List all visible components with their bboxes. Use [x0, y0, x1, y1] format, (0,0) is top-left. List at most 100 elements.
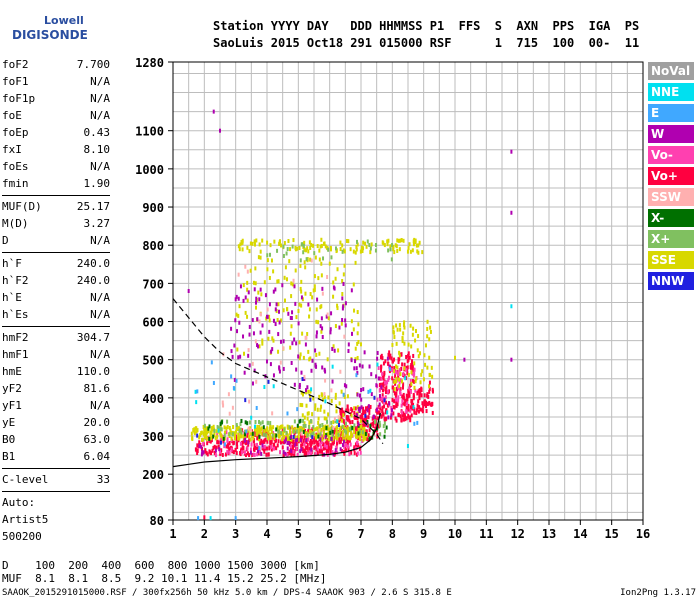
echo-point: [234, 447, 237, 452]
echo-point: [371, 421, 374, 426]
echo-point: [278, 320, 281, 325]
echo-point: [307, 411, 310, 416]
y-tick-label: 400: [142, 392, 164, 406]
echo-point: [303, 442, 306, 447]
echo-point: [330, 420, 333, 425]
isolated-echo-point: [234, 516, 237, 521]
echo-point: [237, 272, 240, 277]
echo-point: [394, 379, 397, 384]
echo-point: [320, 243, 323, 248]
echo-point: [278, 434, 281, 439]
echo-point: [343, 444, 346, 449]
echo-point: [309, 389, 312, 394]
y-tick-label: 600: [142, 316, 164, 330]
echo-point: [321, 286, 324, 291]
param-value: N/A: [90, 109, 110, 122]
echo-point: [318, 257, 321, 262]
echo-point: [426, 365, 429, 370]
echo-point: [403, 366, 406, 371]
echo-point: [227, 451, 230, 456]
echo-point: [200, 445, 203, 450]
echo-point: [190, 431, 193, 436]
echo-point: [378, 388, 381, 393]
echo-point: [346, 431, 349, 436]
echo-point: [379, 382, 382, 387]
echo-point: [215, 445, 218, 450]
echo-point: [419, 351, 422, 356]
echo-point: [243, 370, 246, 375]
echo-point: [269, 243, 272, 248]
echo-point: [310, 368, 313, 373]
echo-point: [391, 342, 394, 347]
echo-point: [409, 415, 412, 420]
echo-point: [306, 442, 309, 447]
echo-point: [295, 367, 298, 372]
echo-point: [204, 449, 207, 454]
echo-point: [329, 330, 332, 335]
echo-point: [385, 385, 388, 390]
echo-point: [218, 430, 221, 435]
echo-point: [237, 432, 240, 437]
echo-point: [358, 363, 361, 368]
echo-point: [238, 304, 241, 309]
echo-point: [354, 250, 357, 255]
echo-point: [288, 425, 291, 430]
echo-point: [372, 420, 375, 425]
echo-point: [410, 399, 413, 404]
echo-point: [222, 439, 225, 444]
x-tick-label: 5: [295, 527, 302, 541]
echo-point: [320, 434, 323, 439]
echo-point: [353, 445, 356, 450]
param-name: h`E: [2, 291, 22, 304]
echo-point: [268, 318, 271, 323]
echo-point: [357, 322, 360, 327]
param-value: 110.0: [76, 365, 110, 378]
param-name: foF1p: [2, 92, 36, 105]
echo-point: [339, 447, 342, 452]
header-labels: Station YYYY DAY DDD HHMMSS P1 FFS S AXN…: [213, 19, 640, 33]
echo-point: [238, 247, 241, 252]
echo-point: [382, 381, 385, 386]
param-value: 8.10: [83, 143, 111, 156]
echo-point: [326, 274, 329, 279]
echo-point: [236, 445, 239, 450]
echo-point: [355, 415, 358, 420]
param-name: hmF1: [2, 348, 29, 361]
echo-point: [322, 446, 325, 451]
echo-point: [289, 247, 292, 252]
echo-point: [387, 361, 390, 366]
echo-point: [302, 449, 305, 454]
echo-point: [209, 430, 212, 435]
echo-point: [351, 420, 354, 425]
echo-point: [365, 429, 368, 434]
echo-point: [402, 382, 405, 387]
echo-point: [340, 389, 343, 394]
echo-point: [338, 401, 341, 406]
echo-point: [358, 434, 361, 439]
legend-item-vo-: Vo-: [648, 146, 694, 164]
param-name: foEp: [2, 126, 29, 139]
echo-point: [301, 447, 304, 452]
echo-point: [304, 448, 307, 453]
echo-point: [263, 449, 266, 454]
echo-point: [308, 420, 311, 425]
echo-point: [332, 344, 335, 349]
echo-point: [258, 446, 261, 451]
params-group-profile: hmF2 304.7 hmF1 N/A hmE 110.0 yF2 81.6 yF1 N/A yE 2…: [2, 329, 110, 465]
echo-point: [269, 421, 272, 426]
echo-point: [323, 430, 326, 435]
echo-point: [199, 433, 202, 438]
echo-point: [272, 373, 275, 378]
echo-point: [260, 426, 263, 431]
echo-point: [411, 406, 414, 411]
echo-point: [241, 240, 244, 245]
echo-point: [336, 440, 339, 445]
echo-point: [223, 430, 226, 435]
echo-point: [282, 346, 285, 351]
echo-point: [388, 401, 391, 406]
echo-point: [244, 453, 247, 458]
echo-point: [298, 302, 301, 307]
echo-point: [354, 446, 357, 451]
echo-point: [323, 367, 326, 372]
echo-point: [330, 255, 333, 260]
